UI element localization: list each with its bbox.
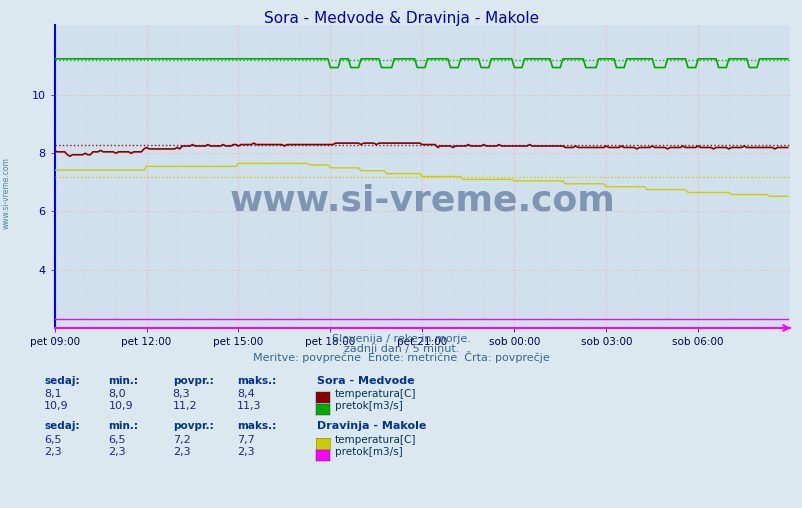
Text: 8,0: 8,0 (108, 389, 126, 399)
Text: temperatura[C]: temperatura[C] (334, 435, 415, 445)
Text: povpr.:: povpr.: (172, 421, 213, 431)
Text: Meritve: povprečne  Enote: metrične  Črta: povprečje: Meritve: povprečne Enote: metrične Črta:… (253, 351, 549, 363)
Text: povpr.:: povpr.: (172, 375, 213, 386)
Text: 2,3: 2,3 (108, 447, 126, 457)
Text: maks.:: maks.: (237, 375, 276, 386)
Text: temperatura[C]: temperatura[C] (334, 389, 415, 399)
Text: 2,3: 2,3 (172, 447, 190, 457)
Text: zadnji dan / 5 minut.: zadnji dan / 5 minut. (343, 343, 459, 354)
Text: 10,9: 10,9 (108, 401, 133, 411)
Text: 7,7: 7,7 (237, 435, 254, 445)
Text: 11,2: 11,2 (172, 401, 197, 411)
Text: 6,5: 6,5 (108, 435, 126, 445)
Text: www.si-vreme.com: www.si-vreme.com (2, 157, 11, 229)
Text: pretok[m3/s]: pretok[m3/s] (334, 401, 402, 411)
Text: sedaj:: sedaj: (44, 375, 79, 386)
Text: 8,1: 8,1 (44, 389, 62, 399)
Text: Sora - Medvode & Dravinja - Makole: Sora - Medvode & Dravinja - Makole (264, 11, 538, 26)
Text: 2,3: 2,3 (44, 447, 62, 457)
Text: www.si-vreme.com: www.si-vreme.com (229, 184, 614, 218)
Text: sedaj:: sedaj: (44, 421, 79, 431)
Text: 8,4: 8,4 (237, 389, 254, 399)
Text: min.:: min.: (108, 421, 138, 431)
Text: maks.:: maks.: (237, 421, 276, 431)
Text: pretok[m3/s]: pretok[m3/s] (334, 447, 402, 457)
Text: 11,3: 11,3 (237, 401, 261, 411)
Text: 2,3: 2,3 (237, 447, 254, 457)
Text: 10,9: 10,9 (44, 401, 69, 411)
Text: Slovenija / reke in morje.: Slovenija / reke in morje. (332, 334, 470, 344)
Text: Sora - Medvode: Sora - Medvode (317, 375, 415, 386)
Text: 7,2: 7,2 (172, 435, 190, 445)
Text: 6,5: 6,5 (44, 435, 62, 445)
Text: Dravinja - Makole: Dravinja - Makole (317, 421, 426, 431)
Text: min.:: min.: (108, 375, 138, 386)
Text: 8,3: 8,3 (172, 389, 190, 399)
